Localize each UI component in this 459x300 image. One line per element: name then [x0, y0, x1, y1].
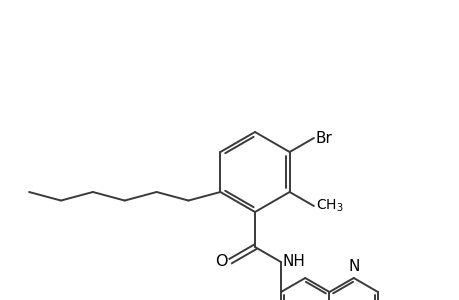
Text: N: N [347, 259, 358, 274]
Text: CH$_3$: CH$_3$ [315, 198, 343, 214]
Text: Br: Br [315, 130, 332, 146]
Text: NH: NH [282, 254, 305, 268]
Text: O: O [215, 254, 227, 269]
